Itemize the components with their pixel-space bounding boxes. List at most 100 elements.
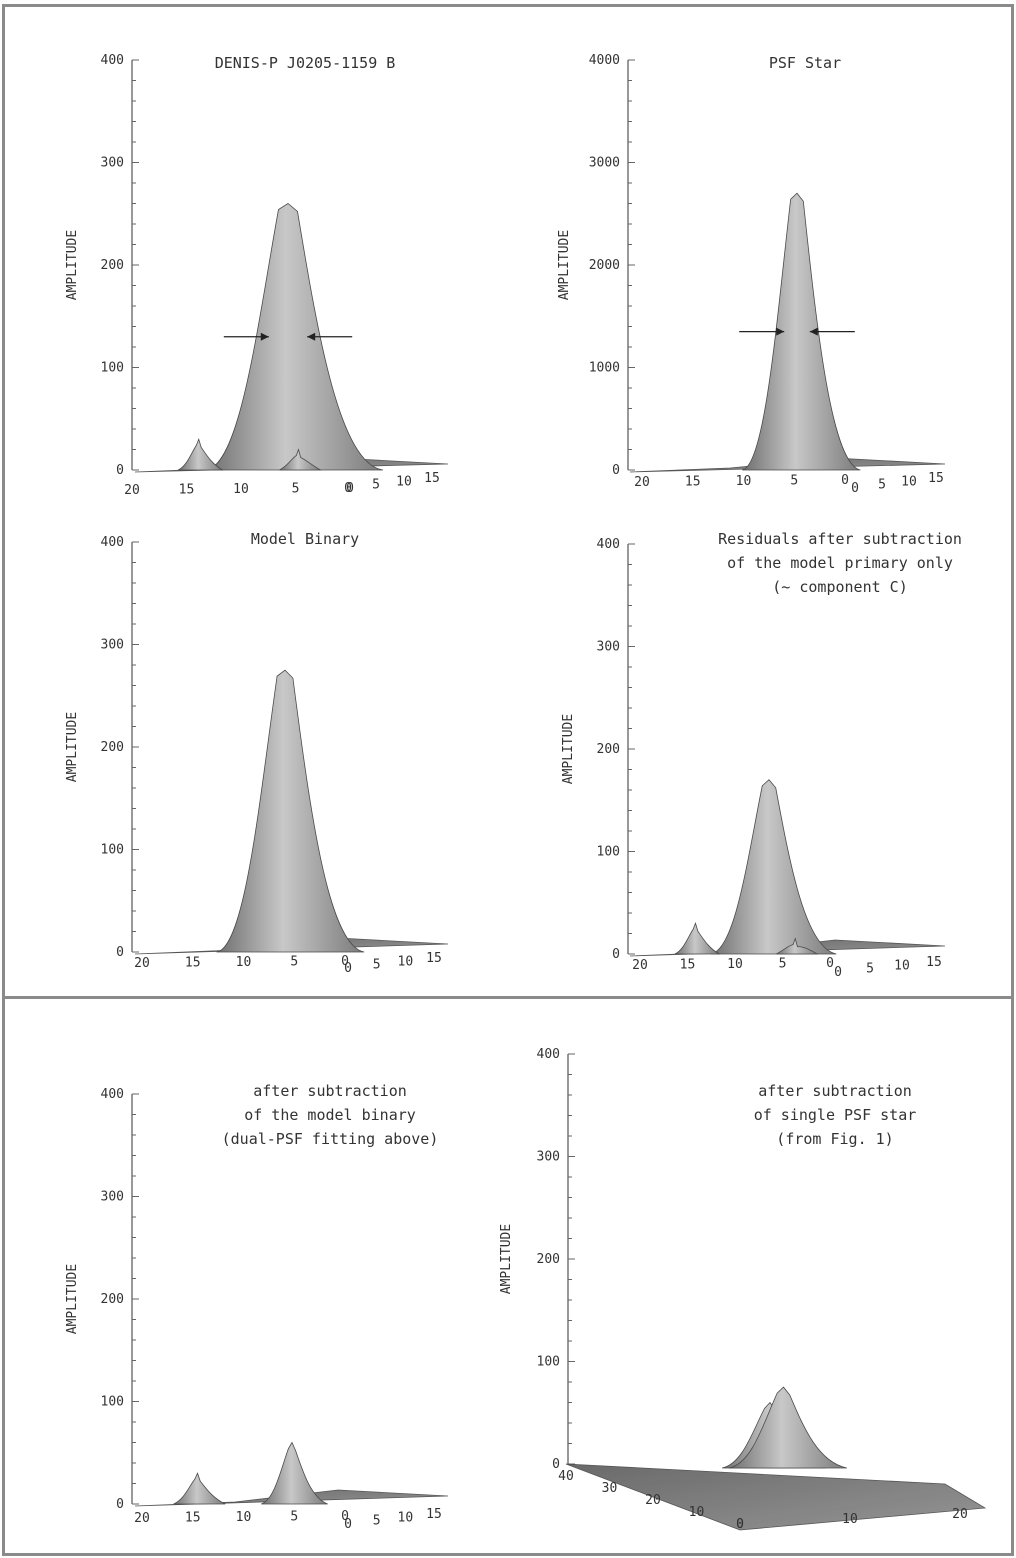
y-tick-label: 15 [424,471,440,486]
z-tick-label: 200 [597,742,620,757]
z-tick-label: 0 [552,1457,560,1472]
secondary-peak [279,448,322,471]
z-tick-label: 3000 [589,156,620,171]
fwhm-arrowhead-left [260,332,269,341]
chart-title-line: after subtraction [253,1082,407,1100]
axis-label-amplitude: AMPLITUDE [499,1224,514,1294]
z-tick-label: 0 [612,463,620,478]
chart-title-line: after subtraction [758,1082,912,1100]
x-tick-label: 15 [685,475,701,490]
x-tick-label: 0 [341,954,349,969]
x-tick-label: 0 [346,481,354,496]
y-tick-label: 5 [866,962,874,977]
fwhm-arrowhead-right [809,327,818,336]
x-tick-label: 20 [634,475,650,490]
z-tick-label: 0 [612,947,620,962]
x-tick-label: 5 [790,474,798,489]
z-tick-label: 100 [101,1395,124,1410]
base-plane [565,1463,987,1531]
z-tick-label: 0 [116,463,124,478]
x-tick-label: 15 [680,958,696,973]
main-peak [216,669,365,953]
chart-title-line: of single PSF star [754,1106,917,1124]
y-tick-label: 5 [373,1514,381,1529]
main-peak [261,1441,328,1505]
x-tick-label: 0 [341,1509,349,1524]
y-tick-label: 15 [928,471,944,486]
chart-title-line: of the model primary only [727,554,953,572]
z-tick-label: 0 [116,945,124,960]
main-peak [710,779,837,955]
x-tick-label: 20 [645,1493,661,1508]
y-tick-label: 15 [926,955,942,970]
y-tick-label: 0 [851,481,859,496]
chart-title-line: Residuals after subtraction [718,530,962,548]
secondary-peak [173,1472,226,1505]
z-tick-label: 4000 [589,53,620,68]
z-tick-label: 200 [101,740,124,755]
axis-label-amplitude: AMPLITUDE [561,714,576,784]
y-tick-label: 5 [878,478,886,493]
y-tick-label: 10 [894,958,910,973]
z-tick-label: 300 [101,156,124,171]
secondary-peak [728,1386,847,1469]
z-tick-label: 400 [101,53,124,68]
z-tick-label: 200 [101,258,124,273]
chart-title-line: (from Fig. 1) [776,1130,893,1148]
x-tick-label: 5 [290,1510,298,1525]
z-tick-label: 0 [116,1497,124,1512]
y-tick-label: 0 [736,1517,744,1532]
axis-label-amplitude: AMPLITUDE [65,1264,80,1334]
axis-label-amplitude: AMPLITUDE [65,712,80,782]
y-tick-label: 0 [344,1517,352,1532]
z-tick-label: 300 [597,640,620,655]
figure-frame [2,4,1014,1556]
axis-label-amplitude: AMPLITUDE [65,230,80,300]
x-tick-label: 15 [185,1511,201,1526]
main-peak [742,192,861,471]
y-tick-label: 15 [426,951,442,966]
x-tick-label: 10 [236,955,252,970]
z-tick-label: 2000 [589,258,620,273]
x-tick-label: 40 [558,1469,574,1484]
section-divider [2,996,1014,999]
y-tick-label: 10 [396,474,412,489]
x-tick-label: 20 [134,956,150,971]
z-tick-label: 300 [101,638,124,653]
secondary-peak [776,937,819,955]
y-tick-label: 0 [834,965,842,980]
chart-title-line: DENIS-P J0205-1159 B [215,54,396,72]
z-tick-label: 200 [537,1252,560,1267]
z-tick-label: 100 [101,843,124,858]
x-tick-label: 20 [124,483,140,498]
axis-label-amplitude: AMPLITUDE [557,230,572,300]
z-tick-label: 100 [101,361,124,376]
z-tick-label: 100 [537,1355,560,1370]
fwhm-arrowhead-left [776,327,785,336]
y-tick-label: 0 [344,961,352,976]
y-tick-label: 10 [842,1512,858,1527]
x-tick-label: 10 [736,474,752,489]
y-tick-label: 10 [901,474,917,489]
x-tick-label: 30 [602,1481,618,1496]
x-tick-label: 0 [736,1517,744,1532]
y-tick-label: 20 [952,1507,968,1522]
y-tick-label: 10 [398,1510,414,1525]
x-tick-label: 20 [632,958,648,973]
x-tick-label: 5 [290,955,298,970]
y-tick-label: 5 [373,958,381,973]
z-tick-label: 100 [597,845,620,860]
secondary-peak [178,438,225,471]
secondary-peak [674,922,721,955]
x-tick-label: 10 [233,482,249,497]
chart-title-line: of the model binary [244,1106,416,1124]
z-tick-label: 400 [101,1087,124,1102]
y-tick-label: 5 [372,478,380,493]
chart-title-line: (dual-PSF fitting above) [222,1130,439,1148]
x-tick-label: 0 [826,956,834,971]
x-tick-label: 10 [689,1505,705,1520]
